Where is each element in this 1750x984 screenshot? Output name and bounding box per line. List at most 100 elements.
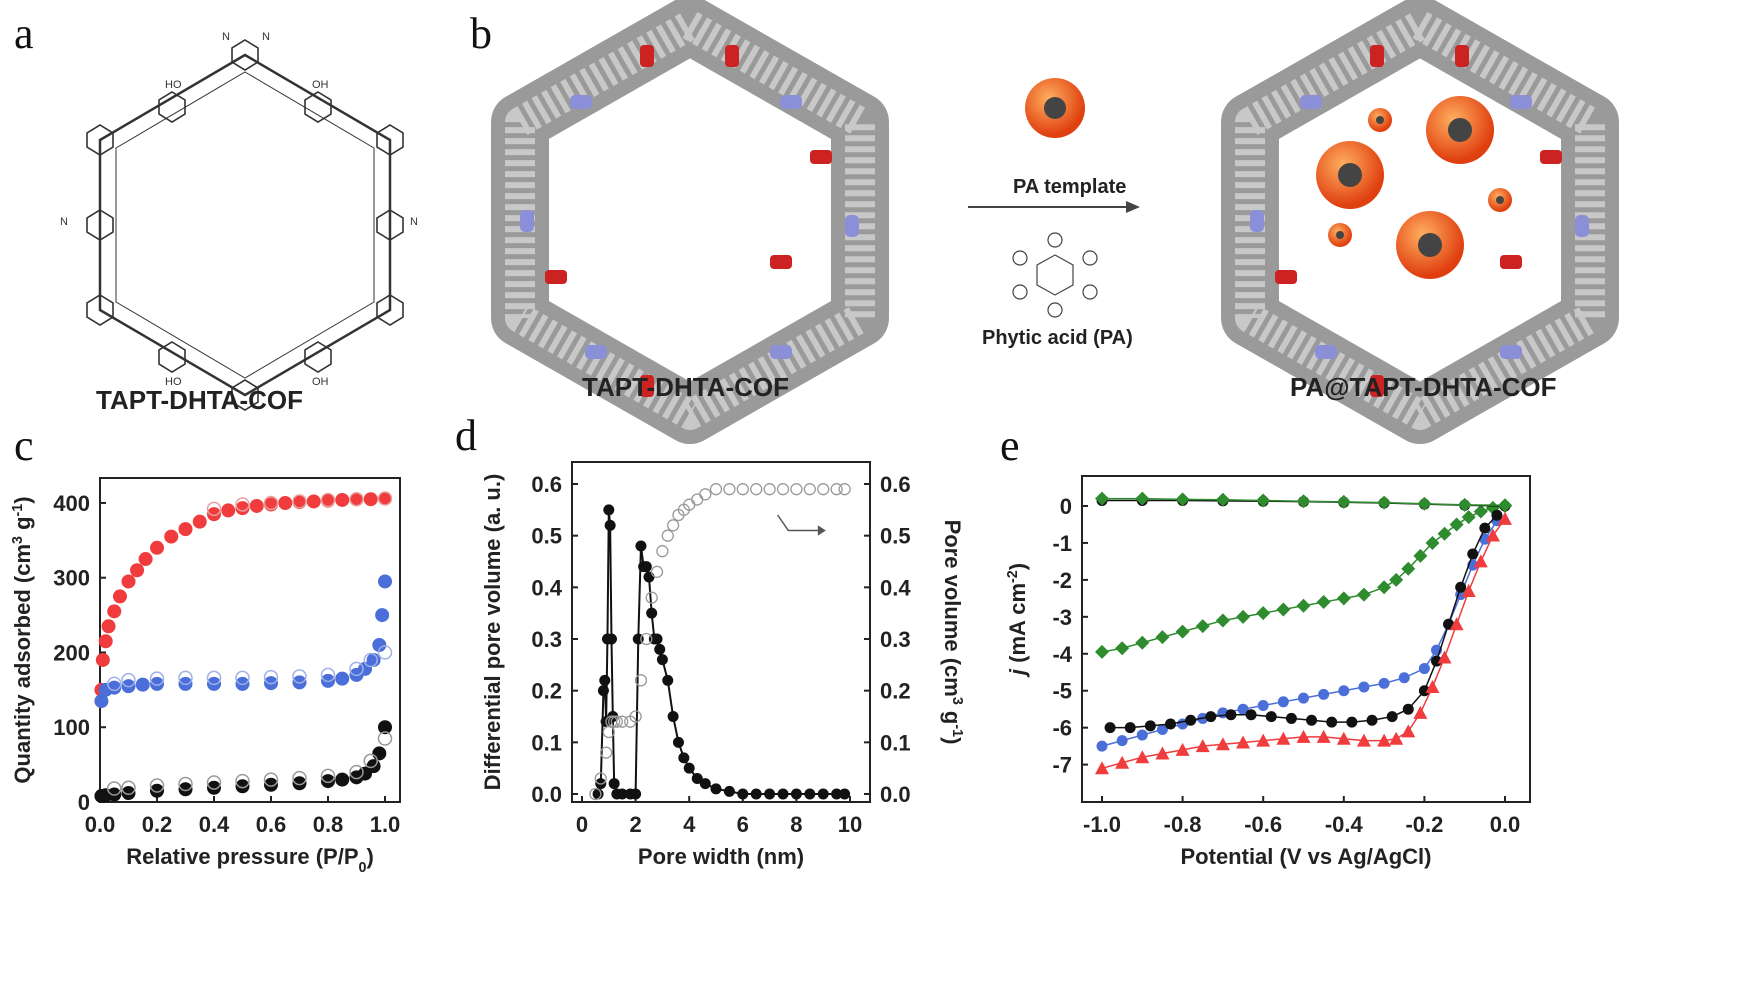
marker-e-2-10 <box>1306 714 1318 726</box>
phytic-acid-label: Phytic acid (PA) <box>982 327 1133 349</box>
y-right-tick-label-d: 0.1 <box>880 730 911 755</box>
point-c-4-11 <box>335 772 350 787</box>
caption-a: TAPT-DHTA-COF <box>96 385 303 415</box>
y-right-axis-label-d: Pore volume (cm3 g-1) <box>940 520 965 745</box>
x-tick-label-c: 0.6 <box>256 812 287 837</box>
x-tick-label-e: -1.0 <box>1083 812 1121 837</box>
point-c-2-2 <box>107 680 122 695</box>
y-right-tick-label-d: 0.4 <box>880 575 911 600</box>
marker-e-3-22 <box>1473 554 1488 568</box>
marker-e-0-1 <box>1115 641 1130 656</box>
point-c-0-11 <box>178 522 193 537</box>
marker-e-0-13 <box>1356 587 1371 602</box>
axis-pointer-arrow-d <box>777 514 821 532</box>
point-c-2-12 <box>335 671 350 686</box>
y-tick-label-e: 0 <box>1060 494 1072 519</box>
point-d-0-10 <box>608 778 620 790</box>
point-d-1-26 <box>763 483 776 496</box>
point-d-0-20 <box>646 607 658 619</box>
pa-molecules <box>1316 96 1512 279</box>
point-d-0-38 <box>790 788 802 800</box>
point-c-2-4 <box>135 677 150 692</box>
point-c-4-5 <box>178 782 193 797</box>
y-tick-label-e: -2 <box>1052 568 1072 593</box>
marker-e-5-3 <box>1215 492 1230 507</box>
point-d-0-25 <box>662 674 674 686</box>
marker-e-0-2 <box>1135 635 1150 650</box>
point-c-5-6 <box>263 772 279 787</box>
marker-e-2-13 <box>1366 714 1378 726</box>
marker-e-1-2 <box>1136 729 1148 741</box>
svg-text:OH: OH <box>312 79 329 91</box>
marker-e-5-2 <box>1175 492 1190 507</box>
point-d-0-41 <box>831 788 843 800</box>
point-c-4-8 <box>264 777 278 792</box>
point-c-3-1 <box>121 672 136 688</box>
point-c-5-8 <box>320 768 336 784</box>
point-c-0-16 <box>249 498 264 513</box>
marker-e-5-8 <box>1417 496 1432 511</box>
point-d-1-2 <box>599 746 613 759</box>
marker-e-3-18 <box>1425 680 1440 694</box>
marker-e-3-16 <box>1401 724 1416 738</box>
y-right-tick-label-d: 0.3 <box>880 627 911 652</box>
point-d-0-27 <box>672 736 684 748</box>
marker-e-3-7 <box>1236 735 1251 749</box>
marker-e-3-5 <box>1195 739 1210 753</box>
point-c-0-10 <box>164 529 179 544</box>
point-c-2-18 <box>378 574 392 589</box>
y-tick-label-e: -5 <box>1052 679 1072 704</box>
panel-letter-d: d <box>455 411 477 460</box>
point-d-1-1 <box>594 772 607 785</box>
phytic-acid-structure <box>1012 232 1098 318</box>
point-d-0-32 <box>710 783 722 795</box>
y-tick-label-d: 0.6 <box>531 472 562 497</box>
point-c-0-2 <box>98 634 113 649</box>
marker-e-1-3 <box>1156 724 1168 736</box>
marker-e-1-15 <box>1398 672 1410 684</box>
point-d-0-37 <box>777 788 789 800</box>
point-d-0-31 <box>699 778 711 790</box>
x-tick-label-d: 4 <box>683 812 696 837</box>
point-c-1-5 <box>349 491 364 507</box>
svg-text:OH: OH <box>312 376 329 388</box>
point-c-2-17 <box>375 608 390 623</box>
point-d-0-28 <box>678 752 690 764</box>
point-c-0-5 <box>112 589 127 604</box>
marker-e-2-3 <box>1165 718 1177 730</box>
x-axis-label-d: Pore width (nm) <box>638 844 804 869</box>
point-d-1-7 <box>616 715 629 728</box>
pa-template-label: PA template <box>1013 176 1127 198</box>
marker-e-0-19 <box>1437 526 1452 541</box>
x-tick-label-e: -0.4 <box>1325 812 1364 837</box>
point-c-5-4 <box>206 775 222 790</box>
point-d-1-10 <box>634 674 648 687</box>
y-right-tick-label-d: 0.5 <box>880 524 911 549</box>
marker-e-0-5 <box>1195 619 1210 634</box>
marker-e-0-8 <box>1256 606 1271 621</box>
point-c-3-8 <box>320 667 336 683</box>
svg-text:N: N <box>222 31 230 43</box>
marker-e-3-20 <box>1449 617 1464 631</box>
point-d-0-22 <box>651 633 663 645</box>
point-c-1-0 <box>206 501 222 517</box>
marker-e-2-7 <box>1245 709 1257 721</box>
marker-e-5-5 <box>1296 494 1311 509</box>
y-tick-label-d: 0.2 <box>531 679 562 704</box>
point-c-5-7 <box>292 770 307 786</box>
marker-e-3-15 <box>1389 731 1404 745</box>
x-tick-label-e: 0.0 <box>1490 812 1521 837</box>
point-d-0-16 <box>635 540 647 552</box>
y-tick-label-d: 0.3 <box>531 627 562 652</box>
marker-e-0-0 <box>1095 644 1109 659</box>
y-right-tick-label-d: 0.6 <box>880 472 911 497</box>
point-d-1-9 <box>629 710 642 723</box>
y-axis-label-c: Quantity adsorbed (cm3 g-1) <box>10 496 35 783</box>
marker-e-3-2 <box>1135 750 1150 764</box>
point-d-0-33 <box>723 785 735 797</box>
point-d-0-14 <box>630 788 642 800</box>
y-tick-label-c: 200 <box>53 640 90 665</box>
marker-e-1-7 <box>1237 703 1249 715</box>
point-d-0-23 <box>654 643 666 655</box>
point-d-0-35 <box>750 788 762 800</box>
